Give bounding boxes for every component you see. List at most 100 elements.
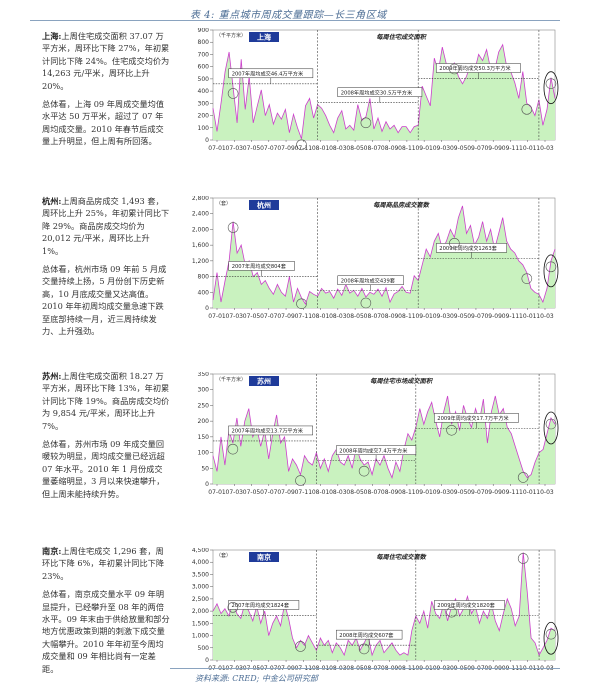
highlight-circle [296, 139, 307, 151]
x-tick-label: 07-11 [295, 313, 313, 320]
x-tick-label: 09-03 [433, 145, 451, 152]
highlight-circle [227, 602, 239, 613]
x-tick-label: 09-11 [502, 145, 520, 152]
highlight-circle [545, 78, 557, 89]
y-tick-label: 800 [198, 274, 210, 281]
y-tick-label: 4,500 [192, 548, 209, 554]
paragraph-1: 苏州:上周住宅成交面积 18.27 万平方米，周环比下降 13%，年初累计同比下… [42, 370, 170, 432]
x-tick-label: 09-07 [467, 145, 485, 152]
chart-hangzhou: 0 400 800 1,200 1,600 2,000 2,400 2,800 （套） 2007年… [185, 196, 560, 328]
highlight-circle [358, 643, 370, 655]
y-tick-label: 50 [201, 465, 209, 472]
highlight-circle [517, 553, 529, 564]
chart-nanjing: 0 500 1,000 1,500 2,000 2,500 3,000 3,500 4,000 4… [185, 548, 560, 680]
text-block-hangzhou: 杭州:上周商品房成交 1,493 套，周环比上升 25%，年初累计同比下降 29… [42, 195, 170, 343]
unit-label: （千平方米） [216, 32, 246, 39]
footer-divider [170, 668, 560, 669]
city-tag-label: 南京 [257, 553, 271, 562]
y-tick-label: 4,000 [192, 559, 209, 566]
chart-suzhou: 0 50 100 150 200 250 300 350 （千平方米） 2007年周均成交13.7… [185, 372, 560, 504]
x-tick-label: 09-05 [450, 145, 468, 152]
highlight-circle [296, 298, 307, 310]
highlight-circle [449, 63, 460, 75]
y-tick-label: 200 [198, 418, 210, 425]
annotation-label: 2008年周均成交7.4万平方米 [339, 446, 408, 454]
city-tag [249, 376, 279, 386]
y-tick-label: 200 [198, 113, 210, 120]
city-tag [249, 552, 279, 562]
highlight-circle [360, 117, 372, 129]
x-tick-label: 09-05 [450, 313, 468, 320]
x-tick-label: 09-03 [433, 313, 451, 320]
paragraph-2: 总体看，杭州市场 09 年前 5 月成交量持续上扬，5 月份创下历史新高，10 … [42, 264, 167, 337]
paragraph-1: 南京:上周住宅成交 1,296 套，周环比下降 6%，年初累计同比下降 23%。 [42, 545, 170, 582]
y-tick-label: 800 [198, 39, 210, 46]
highlight-circle [227, 443, 239, 455]
city-tag-label: 苏州 [257, 377, 271, 386]
y-tick-label: 500 [198, 76, 210, 83]
highlight-circle [227, 88, 239, 99]
x-tick-label: 07-01 [208, 145, 226, 152]
x-tick-label: 08-09 [381, 145, 399, 152]
unit-label: （套） [216, 552, 231, 559]
x-tick-label: 07-09 [277, 313, 295, 320]
x-tick-label: 09-09 [484, 145, 502, 152]
x-tick-label: 07-11 [295, 489, 313, 496]
chart-svg: 0 100 200 300 400 500 600 700 800 900 （千平方米） 2007年周… [198, 28, 559, 152]
highlight-circle [521, 273, 533, 284]
annotation-box [434, 600, 505, 610]
recent-trend-oval [543, 254, 559, 288]
x-tick-label: 08-07 [364, 145, 382, 152]
series-line [212, 552, 556, 657]
paragraph-text: 上周住宅成交面积 18.27 万平方米，周环比下降 13%，年初累计同比下降 1… [42, 371, 170, 431]
x-tick-label: 09-07 [467, 313, 485, 320]
chart-svg: 0 50 100 150 200 250 300 350 （千平方米） 2007年周均成交13.7… [198, 372, 559, 496]
x-tick-label: 07-01 [208, 489, 226, 496]
y-tick-label: 400 [198, 88, 210, 95]
y-tick-label: 300 [198, 100, 210, 107]
chart-svg: 0 400 800 1,200 1,600 2,000 2,400 2,800 （套） 2007年… [192, 196, 559, 320]
y-tick-label: 3,500 [192, 571, 209, 578]
x-tick-label: 08-01 [312, 313, 330, 320]
x-tick-label: 09-01 [415, 145, 433, 152]
paragraph-text: 上周住宅成交面积 37.07 万平方米，周环比下降 27%，年初累计同比下降 2… [42, 31, 170, 91]
x-tick-label: 08-03 [329, 145, 347, 152]
x-tick-label: 07-09 [277, 145, 295, 152]
y-tick-label: 500 [198, 645, 210, 652]
annotation-label: 2008年周均成交607套 [339, 631, 394, 639]
paragraph-text: 上周商品房成交 1,493 套，周环比上升 25%，年初累计同比下降 29%。商… [42, 196, 170, 256]
y-tick-label: 600 [198, 64, 210, 71]
paragraph-2: 总体看，南京成交量水平 09 年明显提升，已经攀升至 08 年的两倍水平。09 … [42, 589, 170, 674]
paragraph-2: 总体看，上海 09 年周成交量均值水平达 50 万平米，超过了 07 年周均成交… [42, 99, 165, 147]
city-name: 上海: [42, 31, 62, 41]
y-tick-label: 100 [198, 450, 210, 457]
y-tick-label: 700 [198, 51, 210, 58]
x-tick-label: 07-03 [226, 145, 244, 152]
recent-trend-oval [543, 411, 559, 445]
highlight-circle [295, 641, 306, 652]
highlight-circle [545, 261, 557, 273]
x-tick-label: 09-09 [484, 313, 502, 320]
x-tick-label: 10-03 [536, 145, 554, 152]
x-tick-label: 09-03 [433, 489, 451, 496]
y-tick-label: 2,800 [192, 196, 209, 202]
x-tick-label: 07-03 [226, 489, 244, 496]
series-line [212, 43, 556, 139]
city-name: 苏州: [42, 371, 62, 381]
x-tick-label: 08-07 [364, 489, 382, 496]
highlight-circle [358, 465, 370, 477]
y-tick-label: 0 [205, 305, 209, 312]
annotation-label: 2007年周均成交1824套 [232, 601, 290, 609]
y-tick-label: 900 [198, 28, 210, 34]
x-tick-label: 10-03 [536, 313, 554, 320]
y-tick-label: 300 [198, 387, 210, 394]
highlight-circle [517, 472, 529, 483]
highlight-circle [545, 628, 557, 640]
annotation-box [228, 261, 295, 271]
highlight-circle [227, 222, 239, 233]
annotation-label: 2007年周均成交13.7万平方米 [232, 427, 304, 435]
x-tick-label: 08-11 [398, 145, 416, 152]
chart-title: 每周住宅成交面积 [376, 33, 427, 41]
city-tag [249, 200, 279, 210]
x-tick-label: 09-01 [415, 489, 433, 496]
